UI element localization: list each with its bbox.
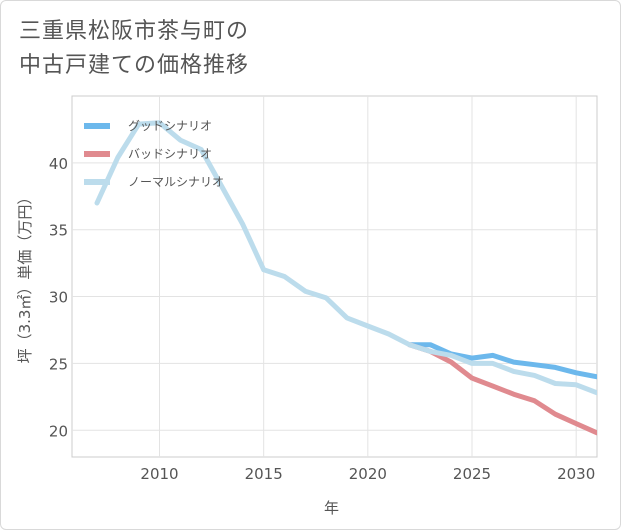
x-tick-label: 2030	[557, 465, 595, 483]
plot-area	[71, 95, 598, 458]
y-tick-label: 25	[49, 355, 68, 373]
chart-title: 三重県松阪市茶与町の 中古戸建ての価格推移	[19, 15, 249, 83]
legend-label-1: グッドシナリオ	[128, 119, 212, 133]
chart-title-line1: 三重県松阪市茶与町の	[19, 19, 250, 44]
y-tick-label: 35	[49, 222, 68, 240]
series-line-3	[94, 120, 597, 396]
y-tick-label: 40	[49, 155, 68, 173]
y-axis-title: 坪（3.3㎡）単価（万円）	[16, 190, 34, 364]
series-line-2	[407, 342, 597, 436]
legend-label-2: バッドシナリオ	[128, 147, 212, 161]
x-tick-label: 2020	[349, 465, 387, 483]
legend-label-3: ノーマルシナリオ	[128, 175, 224, 189]
x-tick-label: 2025	[453, 465, 491, 483]
x-axis-title: 年	[324, 499, 339, 517]
x-tick-label: 2015	[245, 465, 283, 483]
x-tick-label: 2010	[140, 465, 178, 483]
y-tick-label: 20	[49, 422, 68, 440]
y-tick-label: 30	[49, 289, 68, 307]
series-line-1	[407, 342, 597, 380]
chart-title-line2: 中古戸建ての価格推移	[19, 53, 250, 78]
